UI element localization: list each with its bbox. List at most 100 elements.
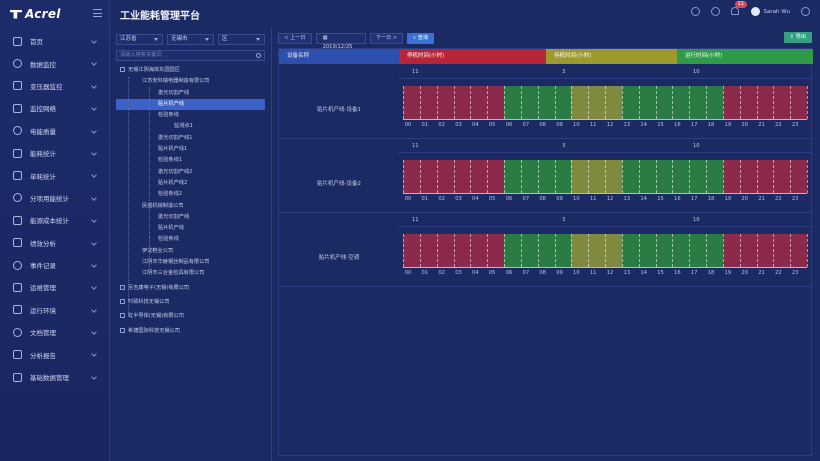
building-icon xyxy=(120,327,125,333)
timeline-gridline xyxy=(470,234,472,267)
sidebar-item-6[interactable]: 单耗统计 xyxy=(0,164,109,186)
sidebar-item-10[interactable]: 事件记录 xyxy=(0,254,109,276)
tree-node[interactable]: 虹半导体(无锡)有限公司 xyxy=(116,311,265,322)
tree-node-label: 检验条线 xyxy=(158,112,179,119)
tree-node-label: 监测点1 xyxy=(174,123,193,130)
tree-node[interactable]: 激光切割产线 xyxy=(116,212,265,223)
next-day-button[interactable]: 下一日 > xyxy=(369,32,404,44)
sidebar-item-14[interactable]: 分析报告 xyxy=(0,343,109,365)
timeline-gridline xyxy=(621,160,623,193)
export-label: 导出 xyxy=(795,34,806,40)
date-picker[interactable]: ▦ 2019/12/25 xyxy=(315,32,366,50)
globe-icon[interactable] xyxy=(801,7,810,16)
tree-node[interactable]: 检验条线2 xyxy=(116,189,265,200)
sidebar-item-3[interactable]: 监控网络 xyxy=(0,97,109,119)
sidebar-item-0[interactable]: 首页 xyxy=(0,30,109,52)
timeline-segment xyxy=(470,86,488,119)
timeline-gridline xyxy=(504,234,505,267)
power-quality-icon xyxy=(13,126,22,136)
tree-node[interactable]: 贴片机产线1 xyxy=(116,144,265,155)
hour-tick-label: 19 xyxy=(724,196,732,202)
tree-node[interactable]: 贴片机产线 xyxy=(116,223,265,234)
col-stop: 停机时间(小时) xyxy=(399,49,546,64)
tree-node[interactable]: 尼吉康电子(无锡)有限公司 xyxy=(116,283,265,294)
hour-tick-label: 14 xyxy=(640,122,647,128)
timeline-gridline xyxy=(722,234,724,267)
tree-node[interactable]: 无锡江阴海岸东园园区 xyxy=(116,65,265,76)
notifications[interactable]: 11 xyxy=(730,1,747,16)
hour-tick-label: 23 xyxy=(791,122,799,128)
avatar[interactable] xyxy=(750,7,760,16)
sidebar-item-13[interactable]: 文档管理 xyxy=(0,321,109,343)
timeline-gridline xyxy=(537,160,539,193)
timeline-gridline xyxy=(588,234,590,267)
hour-tick-label: 11 xyxy=(589,122,597,128)
bell-icon[interactable] xyxy=(730,7,739,15)
tree-node[interactable]: 检验条线 xyxy=(116,110,265,121)
timeline-segment xyxy=(487,86,505,119)
search-icon[interactable] xyxy=(256,53,261,58)
sidebar-item-11[interactable]: 运维管理 xyxy=(0,276,109,298)
tree-node[interactable]: 民盛机械制造公司 xyxy=(116,201,265,212)
timeline-gridline xyxy=(773,234,775,267)
col-device: 设备名称 xyxy=(279,49,399,64)
sidebar-item-2[interactable]: 变压器监控 xyxy=(0,75,109,97)
tree-node[interactable]: 贴片机产线 xyxy=(116,98,265,111)
timeline-gridline xyxy=(605,86,606,119)
chevron-down-icon xyxy=(91,306,97,313)
sidebar-item-8[interactable]: 能源成本统计 xyxy=(0,209,109,231)
tree-node[interactable]: 江苏安科瑞电器制造有限公司 xyxy=(116,76,265,87)
tree-node[interactable]: 检验条线1 xyxy=(116,155,265,166)
city-select[interactable]: 无锡市 xyxy=(167,34,214,45)
sidebar-item-15[interactable]: 基础数据管理 xyxy=(0,366,109,388)
chevron-down-icon xyxy=(91,239,97,246)
timeline-gridline xyxy=(739,86,741,119)
tree-node[interactable]: 激光切割产线 xyxy=(116,88,265,99)
timeline-gridline xyxy=(807,160,808,193)
tree-guide-line xyxy=(149,237,150,271)
tree-node[interactable]: 贴片机产线2 xyxy=(116,178,265,189)
menu-toggle-icon[interactable] xyxy=(93,9,102,17)
logo: Acrel xyxy=(0,0,109,28)
sidebar-item-1[interactable]: 数据监控 xyxy=(0,52,109,74)
timeline-segment xyxy=(706,234,724,267)
tree-node[interactable]: 激光切割产线2 xyxy=(116,167,265,178)
sidebar-item-5[interactable]: 能耗统计 xyxy=(0,142,109,164)
timeline-gridline xyxy=(756,86,758,119)
tree-node[interactable]: 监测点1 xyxy=(116,121,265,132)
help-icon[interactable] xyxy=(710,7,720,16)
tree-node[interactable]: 江阴市华赫钢丝制品有限公司 xyxy=(116,257,265,268)
tree-node-label: 民盛机械制造公司 xyxy=(142,202,184,209)
hour-tick-label: 04 xyxy=(472,196,479,202)
stop-hours: 11 xyxy=(412,69,419,75)
query-button[interactable]: ⌕ 查询 xyxy=(407,32,435,44)
sidebar-item-4[interactable]: 电能质量 xyxy=(0,120,109,142)
chevron-down-icon xyxy=(91,351,97,358)
cost-icon xyxy=(13,215,22,225)
timeline-gridline xyxy=(419,160,421,193)
tree-node[interactable]: 希捷国际科技无锡公司 xyxy=(116,326,265,337)
prev-day-button[interactable]: < 上一日 xyxy=(278,32,312,44)
standby-hours: 3 xyxy=(562,143,566,149)
tree-node[interactable]: 江阴市三合金检具有限公司 xyxy=(116,268,265,279)
stop-hours: 11 xyxy=(412,217,419,223)
search-icon[interactable] xyxy=(690,7,700,16)
timeline-gridline xyxy=(419,86,421,119)
export-button[interactable]: ⇪ 导出 xyxy=(783,32,812,43)
district-select[interactable]: 区 xyxy=(218,34,265,45)
sidebar-item-7[interactable]: 分项用能统计 xyxy=(0,187,109,209)
sidebar-item-9[interactable]: 绩效分析 xyxy=(0,232,109,254)
tree-node[interactable]: 伊龙鞋业公司 xyxy=(116,246,265,257)
hour-tick-label: 01 xyxy=(421,122,429,128)
timeline-segment xyxy=(537,160,555,193)
tree-node[interactable]: 激光切割产线1 xyxy=(116,133,265,144)
timeline-segment xyxy=(419,86,438,119)
timeline-segment xyxy=(419,160,438,193)
sidebar-item-12[interactable]: 运行环境 xyxy=(0,299,109,321)
tree-node[interactable]: 时硕科技无锡公司 xyxy=(116,297,265,308)
tree-search-input[interactable]: 请输入搜索关键词 xyxy=(116,50,265,61)
user-name[interactable]: Sarah Wu xyxy=(763,8,790,15)
hour-tick-label: 00 xyxy=(404,270,412,276)
province-select[interactable]: 江苏省 xyxy=(116,34,163,45)
tree-node[interactable]: 检验条线 xyxy=(116,234,265,245)
